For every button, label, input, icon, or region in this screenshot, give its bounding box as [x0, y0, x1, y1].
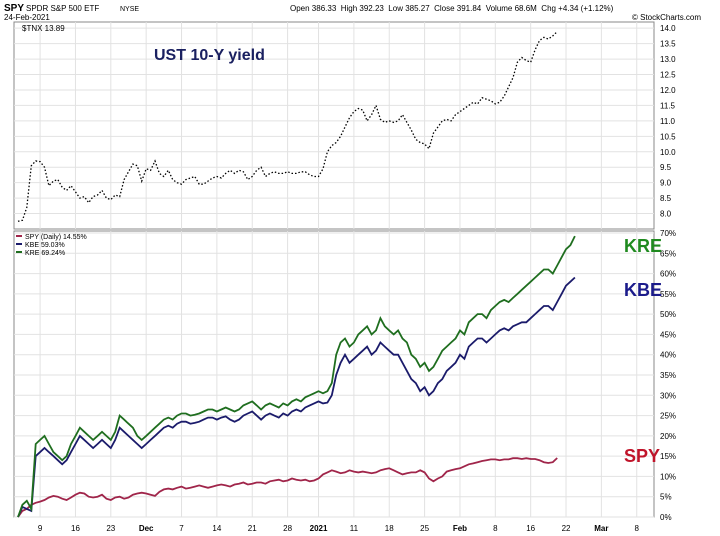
- yield-panel: 8.0 8.5 9.0 9.5 10.0 10.5 11.0 11.5 12.0 12.5 13.0…: [13, 21, 676, 230]
- yield-ytick-label: 9.5: [660, 163, 672, 172]
- tnx-legend: $TNX 13.89: [22, 24, 65, 33]
- legend-kre: KRE 69.24%: [25, 250, 65, 257]
- spy-label: SPY: [624, 446, 660, 466]
- instrument-name: SPDR S&P 500 ETF: [26, 4, 99, 13]
- spy-line: [17, 457, 558, 518]
- ohlc-readout: Open 386.33 High 392.23 Low 385.27 Close…: [290, 4, 614, 13]
- xtick-label: 11: [350, 524, 359, 533]
- xtick-label: 16: [526, 524, 535, 533]
- performance-ytick-label: 65%: [660, 249, 676, 258]
- xtick-label: 2021: [310, 524, 328, 533]
- yield-ytick-label: 13.5: [660, 40, 676, 49]
- performance-ytick-label: 0%: [660, 513, 672, 522]
- performance-ytick-label: 25%: [660, 412, 676, 421]
- xtick-label: 18: [385, 524, 394, 533]
- exchange: NYSE: [120, 6, 139, 13]
- kbe-line: [17, 276, 576, 518]
- performance-ytick-label: 70%: [660, 229, 676, 238]
- xtick-label: 14: [212, 524, 221, 533]
- performance-ytick-label: 45%: [660, 330, 676, 339]
- chart-date: 24-Feb-2021: [4, 13, 50, 22]
- symbol: SPY: [4, 3, 24, 14]
- yield-ytick-label: 9.0: [660, 179, 672, 188]
- performance-ytick-label: 30%: [660, 391, 676, 400]
- yield-panel-frame: [13, 21, 655, 230]
- performance-ytick-label: 5%: [660, 493, 672, 502]
- performance-ytick-label: 35%: [660, 371, 676, 380]
- xtick-label: 7: [179, 524, 184, 533]
- performance-ytick-label: 40%: [660, 351, 676, 360]
- xtick-label: 9: [38, 524, 43, 533]
- yield-ytick-label: 10.5: [660, 132, 676, 141]
- xtick-label: 22: [562, 524, 571, 533]
- performance-ytick-label: 55%: [660, 290, 676, 299]
- kbe-label: KBE: [624, 280, 662, 300]
- yield-ytick-label: 10.0: [660, 148, 676, 157]
- xtick-label: 28: [283, 524, 292, 533]
- yield-ytick-label: 8.5: [660, 194, 672, 203]
- performance-ytick-label: 60%: [660, 270, 676, 279]
- yield-ytick-label: 12.5: [660, 71, 676, 80]
- xtick-label: 21: [248, 524, 257, 533]
- xtick-label: Mar: [594, 524, 608, 533]
- xtick-label: 25: [420, 524, 429, 533]
- yield-ytick-label: 11.5: [660, 101, 676, 110]
- performance-ytick-label: 50%: [660, 310, 676, 319]
- watermark: © StockCharts.com: [632, 13, 701, 22]
- performance-ytick-label: 10%: [660, 472, 676, 481]
- legend-spy: SPY (Daily) 14.55%: [25, 234, 87, 241]
- performance-ytick-label: 20%: [660, 432, 676, 441]
- xtick-label: Dec: [139, 524, 154, 533]
- performance-panel: 0% 5% 10% 15% 20% 25% 30% 35% 40% 45% 50% 55% 60% 65%…: [13, 229, 676, 533]
- yield-ytick-label: 13.0: [660, 55, 676, 64]
- kre-line: [17, 235, 576, 518]
- xtick-label: 23: [106, 524, 115, 533]
- yield-ytick-label: 8.0: [660, 210, 672, 219]
- legend-kbe: KBE 59.03%: [25, 242, 65, 249]
- yield-ytick-label: 12.0: [660, 86, 676, 95]
- kre-label: KRE: [624, 236, 662, 256]
- performance-legend: SPY (Daily) 14.55% KBE 59.03% KRE 69.24%: [16, 234, 87, 257]
- tnx-annotation: UST 10-Y yield: [154, 47, 265, 64]
- xtick-label: Feb: [453, 524, 467, 533]
- performance-ytick-label: 15%: [660, 452, 676, 461]
- xtick-label: 8: [493, 524, 498, 533]
- yield-ytick-label: 11.0: [660, 117, 676, 126]
- xtick-label: 8: [635, 524, 640, 533]
- xtick-label: 16: [71, 524, 80, 533]
- yield-ytick-label: 14.0: [660, 24, 676, 33]
